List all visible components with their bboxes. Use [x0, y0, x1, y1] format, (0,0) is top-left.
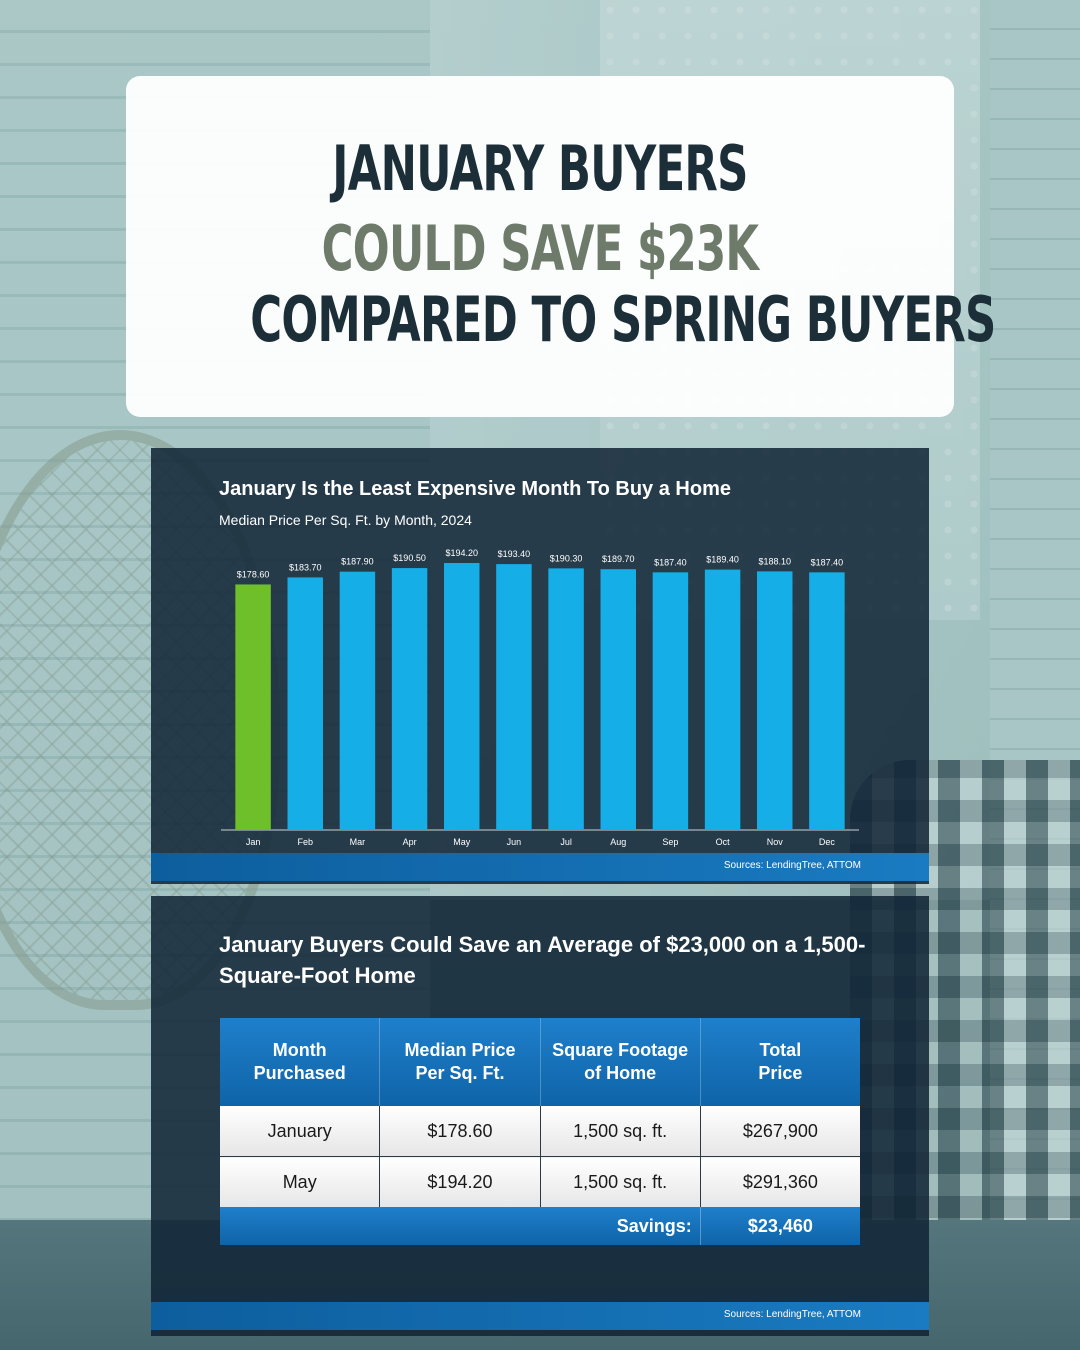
- headline-line-3: COMPARED TO SPRING BUYERS: [250, 283, 996, 356]
- savings-value: $23,460: [700, 1207, 860, 1245]
- bar-oct: [704, 569, 741, 830]
- chart-subtitle: Median Price Per Sq. Ft. by Month, 2024: [219, 512, 472, 528]
- headline-card: JANUARY BUYERS COULD SAVE $23K COMPARED …: [126, 76, 996, 417]
- bar-nov: [757, 571, 793, 830]
- table-panel: January Buyers Could Save an Average of …: [151, 896, 929, 1336]
- data-label-jun: $193.40: [498, 549, 531, 559]
- header-text: Total: [759, 1040, 802, 1060]
- x-tick-label-sep: Sep: [662, 837, 678, 847]
- x-tick-label-aug: Aug: [610, 837, 626, 847]
- bar-mar: [339, 571, 376, 830]
- bar-jun: [496, 564, 532, 830]
- cell-price-per-sqft: $178.60: [379, 1106, 541, 1157]
- x-tick-label-jan: Jan: [246, 837, 261, 847]
- header-median-price: Median Price Per Sq. Ft.: [379, 1018, 541, 1106]
- data-label-jan: $178.60: [237, 569, 270, 579]
- cell-price-per-sqft: $194.20: [379, 1156, 541, 1207]
- data-label-nov: $188.10: [758, 556, 791, 566]
- bar-jan: [235, 584, 271, 830]
- bar-aug: [600, 569, 636, 830]
- data-label-oct: $189.40: [706, 555, 739, 565]
- data-label-may: $194.20: [445, 548, 478, 558]
- savings-row: Savings: $23,460: [220, 1207, 860, 1245]
- bar-feb: [287, 577, 323, 830]
- header-text: Purchased: [253, 1063, 346, 1083]
- x-tick-label-oct: Oct: [716, 837, 731, 847]
- table-source-text: Sources: LendingTree, ATTOM: [723, 1309, 861, 1320]
- table-source-bar: Sources: LendingTree, ATTOM: [151, 1302, 929, 1330]
- chart-title: January Is the Least Expensive Month To …: [219, 478, 731, 500]
- chart-panel: January Is the Least Expensive Month To …: [151, 448, 929, 884]
- x-tick-label-mar: Mar: [350, 837, 366, 847]
- data-label-mar: $187.90: [341, 557, 374, 567]
- cell-total-price: $291,360: [700, 1156, 860, 1207]
- table-title: January Buyers Could Save an Average of …: [219, 932, 866, 988]
- bar-apr: [391, 568, 428, 830]
- cell-square-footage: 1,500 sq. ft.: [540, 1106, 701, 1157]
- x-tick-label-jul: Jul: [560, 837, 572, 847]
- cell-square-footage: 1,500 sq. ft.: [540, 1156, 701, 1207]
- bar-may: [444, 563, 480, 830]
- header-square-footage: Square Footage of Home: [540, 1018, 701, 1106]
- chart-source-bar: Sources: LendingTree, ATTOM: [151, 853, 929, 881]
- data-label-aug: $189.70: [602, 554, 635, 564]
- savings-label: Savings:: [220, 1207, 701, 1245]
- x-tick-label-feb: Feb: [297, 837, 313, 847]
- bar-sep: [652, 572, 689, 830]
- chart-source-text: Sources: LendingTree, ATTOM: [723, 860, 861, 871]
- bar-jul: [548, 568, 584, 830]
- data-label-apr: $190.50: [393, 553, 426, 563]
- header-month-purchased: Month Purchased: [220, 1018, 381, 1106]
- cell-month: January: [220, 1106, 381, 1157]
- headline-line-1: JANUARY BUYERS: [332, 132, 748, 205]
- x-tick-label-dec: Dec: [819, 837, 836, 847]
- table-header-row: Month Purchased Median Price Per Sq. Ft.…: [220, 1018, 860, 1106]
- header-total-price: Total Price: [700, 1018, 860, 1106]
- table-row: May $194.20 1,500 sq. ft. $291,360: [220, 1156, 860, 1207]
- cell-month: May: [220, 1156, 381, 1207]
- x-tick-label-nov: Nov: [767, 837, 784, 847]
- header-text: Median Price: [404, 1040, 516, 1060]
- table-row: January $178.60 1,500 sq. ft. $267,900: [220, 1106, 860, 1157]
- header-text: Per Sq. Ft.: [415, 1063, 505, 1083]
- headline-line-2: COULD SAVE $23K: [321, 212, 759, 285]
- header-text: Month: [272, 1040, 327, 1060]
- header-text: Price: [758, 1063, 803, 1083]
- cell-total-price: $267,900: [700, 1106, 860, 1157]
- data-label-feb: $183.70: [289, 562, 322, 572]
- x-tick-label-apr: Apr: [403, 837, 417, 847]
- bar-dec: [809, 572, 845, 830]
- bar-chart: $178.60 Jan $183.70 Feb $187.90 Mar $190.50 Apr…: [221, 548, 859, 847]
- data-label-sep: $187.40: [654, 557, 687, 567]
- header-text: of Home: [584, 1063, 657, 1083]
- header-text: Square Footage: [552, 1040, 689, 1060]
- data-label-dec: $187.40: [811, 557, 844, 567]
- data-label-jul: $190.30: [550, 553, 583, 563]
- x-tick-label-jun: Jun: [507, 837, 522, 847]
- savings-table: Month Purchased Median Price Per Sq. Ft.…: [220, 1018, 860, 1245]
- x-tick-label-may: May: [453, 837, 471, 847]
